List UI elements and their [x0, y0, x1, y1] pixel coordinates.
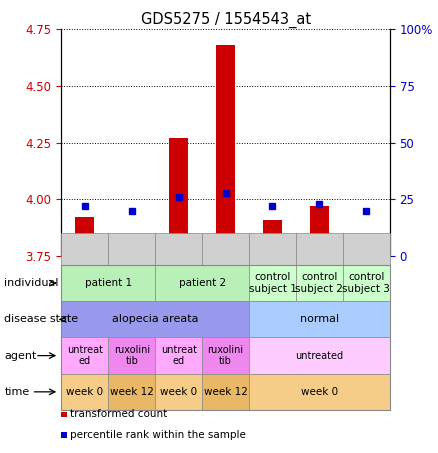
Text: week 0: week 0	[301, 387, 338, 397]
Bar	[61, 265, 155, 301]
Text: transformed count: transformed count	[70, 410, 167, 419]
Bar	[155, 265, 249, 301]
Text: individual: individual	[4, 278, 59, 288]
Bar	[343, 233, 390, 265]
Text: control
subject 2: control subject 2	[296, 272, 343, 294]
Bar	[61, 301, 249, 337]
Bar	[202, 337, 249, 374]
Bar	[169, 138, 188, 256]
Bar	[343, 265, 390, 301]
Bar	[155, 374, 202, 410]
Text: week 12: week 12	[204, 387, 247, 397]
Bar	[61, 337, 108, 374]
Bar	[61, 265, 390, 410]
Bar	[61, 432, 67, 438]
Text: week 0: week 0	[66, 387, 103, 397]
Bar	[216, 45, 235, 256]
Text: control
subject 3: control subject 3	[343, 272, 390, 294]
Bar	[108, 337, 155, 374]
Text: week 12: week 12	[110, 387, 154, 397]
Text: week 0: week 0	[160, 387, 197, 397]
Text: control
subject 1: control subject 1	[248, 272, 297, 294]
Bar	[357, 254, 376, 256]
Bar	[155, 337, 202, 374]
Text: patient 2: patient 2	[179, 278, 226, 288]
Text: disease state: disease state	[4, 314, 78, 324]
Text: untreated: untreated	[295, 351, 343, 361]
Text: time: time	[4, 387, 30, 397]
Text: untreat
ed: untreat ed	[161, 345, 197, 366]
Text: ruxolini
tib: ruxolini tib	[113, 345, 150, 366]
Text: percentile rank within the sample: percentile rank within the sample	[70, 430, 246, 440]
Text: patient 1: patient 1	[85, 278, 132, 288]
Bar	[155, 233, 202, 265]
Bar	[249, 265, 296, 301]
Bar	[249, 233, 296, 265]
Bar	[61, 412, 67, 417]
Bar	[296, 265, 343, 301]
Bar	[108, 233, 155, 265]
Text: untreat
ed: untreat ed	[67, 345, 103, 366]
Bar	[122, 236, 141, 256]
Text: agent: agent	[4, 351, 37, 361]
Text: normal: normal	[300, 314, 339, 324]
Bar	[296, 233, 343, 265]
Bar	[61, 374, 108, 410]
Bar	[61, 233, 108, 265]
Bar	[202, 233, 249, 265]
Bar	[202, 374, 249, 410]
Bar	[75, 217, 94, 256]
Bar	[310, 206, 329, 256]
Title: GDS5275 / 1554543_at: GDS5275 / 1554543_at	[141, 12, 311, 28]
Bar	[249, 374, 390, 410]
Bar	[108, 374, 155, 410]
Bar	[263, 220, 282, 256]
Bar	[249, 337, 390, 374]
Bar	[249, 301, 390, 337]
Text: alopecia areata: alopecia areata	[112, 314, 198, 324]
Text: ruxolini
tib: ruxolini tib	[208, 345, 244, 366]
